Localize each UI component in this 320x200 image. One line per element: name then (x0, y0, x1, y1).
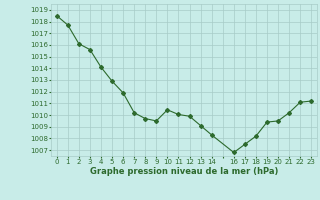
X-axis label: Graphe pression niveau de la mer (hPa): Graphe pression niveau de la mer (hPa) (90, 167, 278, 176)
